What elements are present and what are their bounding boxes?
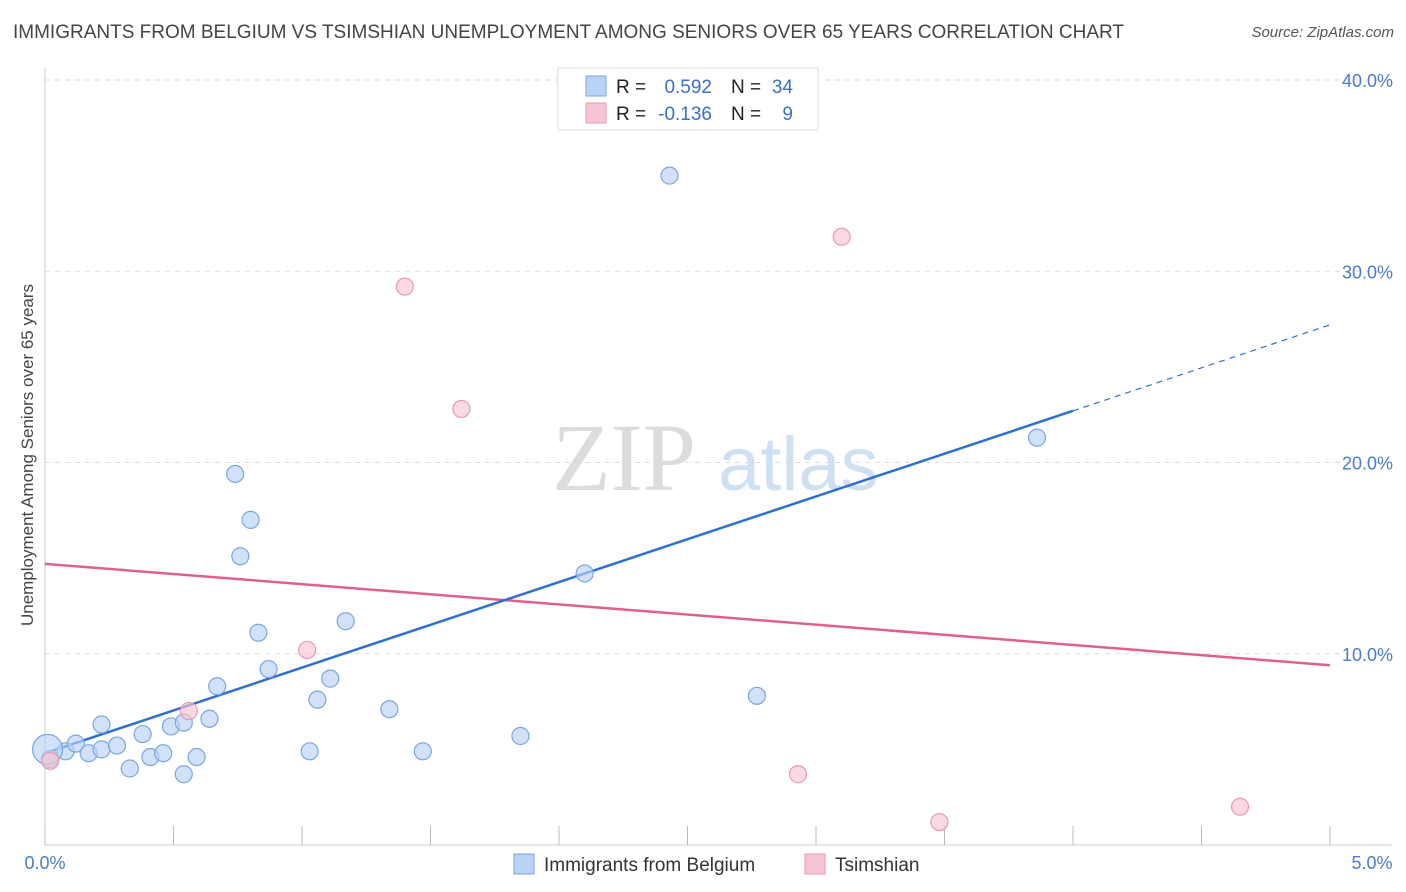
x-tick-label-max: 5.0% — [1351, 853, 1392, 873]
chart-title: IMMIGRANTS FROM BELGIUM VS TSIMSHIAN UNE… — [13, 22, 1124, 43]
point-belgium — [120, 759, 139, 778]
point-belgium — [187, 747, 206, 767]
x-tick-label-min: 0.0% — [24, 853, 65, 873]
legend-r-label-blue: R = — [616, 77, 646, 98]
point-belgium — [231, 547, 250, 566]
point-belgium — [208, 677, 227, 696]
point-belgium — [66, 734, 85, 753]
series-legend: Immigrants from Belgium Tsimshian — [513, 853, 919, 876]
legend-r-value-blue: 0.592 — [664, 77, 712, 98]
legend-swatch-blue — [585, 75, 607, 97]
point-belgium — [380, 700, 399, 719]
point-belgium — [133, 724, 152, 744]
point-belgium — [154, 744, 173, 763]
point-tsimshian — [41, 751, 60, 770]
watermark: ZIP atlas — [552, 404, 879, 511]
point-belgium — [308, 690, 327, 709]
data-points — [31, 166, 1250, 832]
y-tick-label: 10.0% — [1342, 645, 1393, 665]
point-belgium — [336, 612, 355, 631]
point-tsimshian — [452, 399, 471, 419]
point-belgium — [747, 686, 766, 705]
point-tsimshian — [179, 702, 199, 721]
bottom-legend-label-blue: Immigrants from Belgium — [544, 855, 755, 876]
legend-n-label-pink: N = — [731, 104, 761, 125]
y-tick-label: 30.0% — [1342, 262, 1393, 282]
regression-lines — [44, 324, 1331, 755]
watermark-atlas: atlas — [718, 422, 879, 507]
point-belgium — [511, 726, 530, 746]
regression-extension-belgium — [1072, 324, 1331, 412]
stats-legend: R = 0.592 N = 34 R = -0.136 N = 9 — [557, 67, 819, 131]
point-tsimshian — [832, 227, 851, 246]
point-belgium — [259, 659, 278, 679]
bottom-legend-swatch-blue — [513, 853, 535, 875]
y-tick-label: 40.0% — [1342, 71, 1393, 91]
point-belgium — [241, 510, 260, 529]
point-belgium — [226, 464, 245, 484]
legend-n-value-pink: 9 — [782, 104, 793, 125]
point-tsimshian — [1230, 797, 1250, 816]
tick-labels: 10.0% 20.0% 30.0% 40.0% 0.0% 5.0% — [24, 71, 1393, 873]
point-belgium — [249, 623, 268, 642]
point-belgium — [660, 166, 679, 185]
regression-line-belgium — [44, 409, 1074, 755]
point-tsimshian — [298, 640, 317, 660]
point-belgium — [200, 709, 219, 728]
point-belgium — [413, 742, 432, 761]
point-belgium — [321, 669, 340, 688]
legend-swatch-pink — [585, 102, 607, 124]
point-belgium — [575, 564, 594, 583]
bottom-legend-swatch-pink — [804, 853, 826, 875]
y-tick-label: 20.0% — [1342, 454, 1393, 474]
legend-n-label-blue: N = — [731, 77, 761, 98]
point-belgium — [92, 740, 111, 759]
point-tsimshian — [788, 765, 808, 784]
point-belgium — [300, 742, 319, 761]
bottom-legend-label-pink: Tsimshian — [835, 855, 919, 876]
regression-line-tsimshian — [44, 562, 1331, 667]
point-belgium — [107, 736, 127, 755]
point-belgium — [92, 715, 111, 734]
grid-lines — [45, 79, 1392, 655]
point-belgium — [174, 765, 193, 784]
point-tsimshian — [395, 277, 414, 296]
point-belgium — [1027, 428, 1047, 447]
y-axis-title: Unemployment Among Seniors over 65 years — [18, 284, 37, 626]
axes — [44, 68, 1392, 846]
legend-n-value-blue: 34 — [772, 77, 794, 98]
point-tsimshian — [930, 812, 949, 832]
watermark-zip: ZIP — [552, 404, 696, 511]
source-label: Source: ZipAtlas.com — [1251, 24, 1394, 41]
legend-r-value-pink: -0.136 — [658, 104, 712, 125]
legend-r-label-pink: R = — [616, 104, 646, 125]
